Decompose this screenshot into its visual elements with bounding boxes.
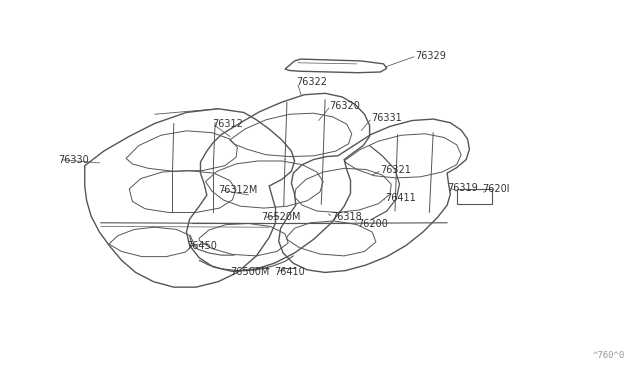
Text: 76318: 76318 [332, 212, 362, 222]
Text: 76500M: 76500M [230, 267, 269, 278]
Text: 76322: 76322 [296, 77, 327, 87]
Text: 76520M: 76520M [262, 212, 301, 222]
Text: 76312: 76312 [212, 119, 243, 129]
Text: 76411: 76411 [385, 193, 416, 203]
Text: 76330: 76330 [58, 154, 89, 164]
Text: 76331: 76331 [371, 113, 402, 123]
Text: ^760^0: ^760^0 [593, 351, 625, 360]
Text: 76329: 76329 [415, 51, 446, 61]
Text: 76312M: 76312M [218, 185, 258, 195]
Text: 76410: 76410 [274, 267, 305, 278]
Text: 76321: 76321 [380, 165, 412, 175]
Text: 76450: 76450 [186, 241, 218, 251]
Text: 76200: 76200 [357, 218, 388, 228]
Text: 76319: 76319 [447, 183, 478, 193]
Text: 7620l: 7620l [482, 183, 509, 193]
Text: 76320: 76320 [330, 101, 360, 111]
